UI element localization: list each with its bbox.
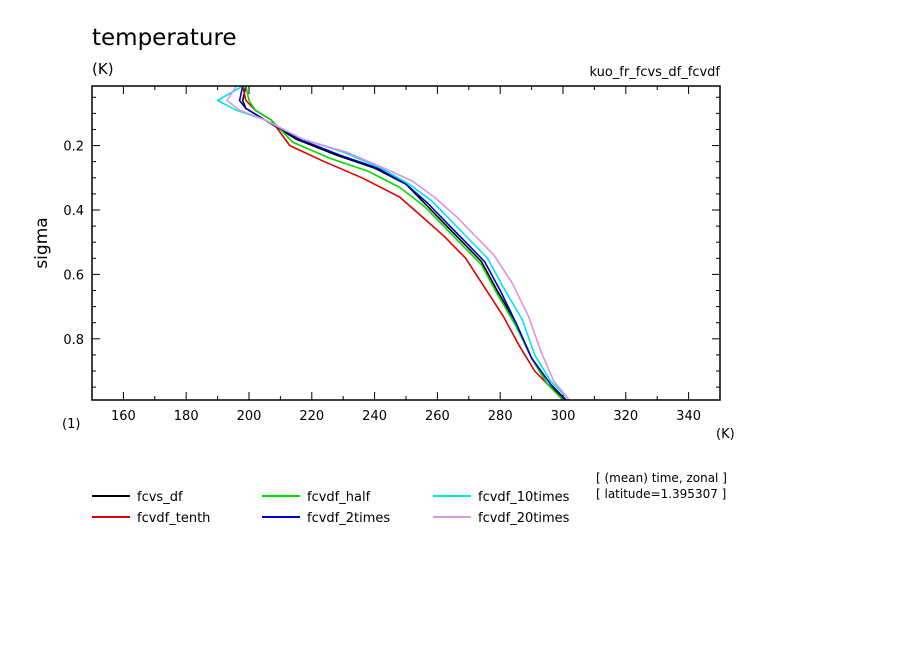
x-axis-label: (K) (716, 427, 735, 442)
series-line-fcvdf-2times (238, 85, 567, 401)
experiment-label: kuo_fr_fcvs_df_fcvdf (589, 65, 720, 80)
legend-label: fcvdf_tenth (137, 511, 210, 526)
y-axis-label: sigma (32, 217, 52, 268)
x-tick-label: 160 (111, 409, 136, 424)
x-tick-label: 200 (237, 409, 262, 424)
latitude-note: [ latitude=1.395307 ] (596, 487, 726, 501)
x-tick-label: 340 (676, 409, 701, 424)
chart-title: temperature (92, 25, 237, 51)
legend: fcvs_df fcvdf_tenth fcvdf_half fcvdf_2times… (92, 490, 570, 526)
y-tick-label: 0.2 (63, 140, 84, 155)
y-tick-label: 0.4 (63, 204, 84, 219)
x-tick-label: 240 (362, 409, 387, 424)
legend-label: fcvdf_half (307, 490, 371, 505)
x-tick-label: 280 (488, 409, 513, 424)
units-label: (K) (92, 60, 114, 78)
mean-note: [ (mean) time, zonal ] (596, 471, 727, 485)
plot-frame (91, 85, 721, 401)
axis-ticks (92, 86, 720, 400)
x-tick-label: 320 (613, 409, 638, 424)
series-line-fcvdf-20times (226, 85, 570, 401)
x-tick-label: 220 (299, 409, 324, 424)
y-units-label: (1) (62, 417, 80, 432)
legend-label: fcvs_df (137, 490, 183, 505)
y-tick-label: 0.6 (63, 268, 84, 283)
legend-label: fcvdf_2times (307, 511, 390, 526)
y-tick-label: 0.8 (63, 333, 84, 348)
x-tick-label: 300 (551, 409, 576, 424)
series-lines (216, 85, 570, 401)
legend-label: fcvdf_10times (478, 490, 570, 505)
x-tick-label: 180 (174, 409, 199, 424)
x-tick-label: 260 (425, 409, 450, 424)
series-line-fcvdf-half (245, 85, 564, 401)
legend-label: fcvdf_20times (478, 511, 570, 526)
series-line-fcvdf-10times (216, 85, 570, 401)
tick-labels: 160 180 200 220 240 260 280 300 320 340 0.2 0.4 0.6 0… (63, 140, 701, 424)
